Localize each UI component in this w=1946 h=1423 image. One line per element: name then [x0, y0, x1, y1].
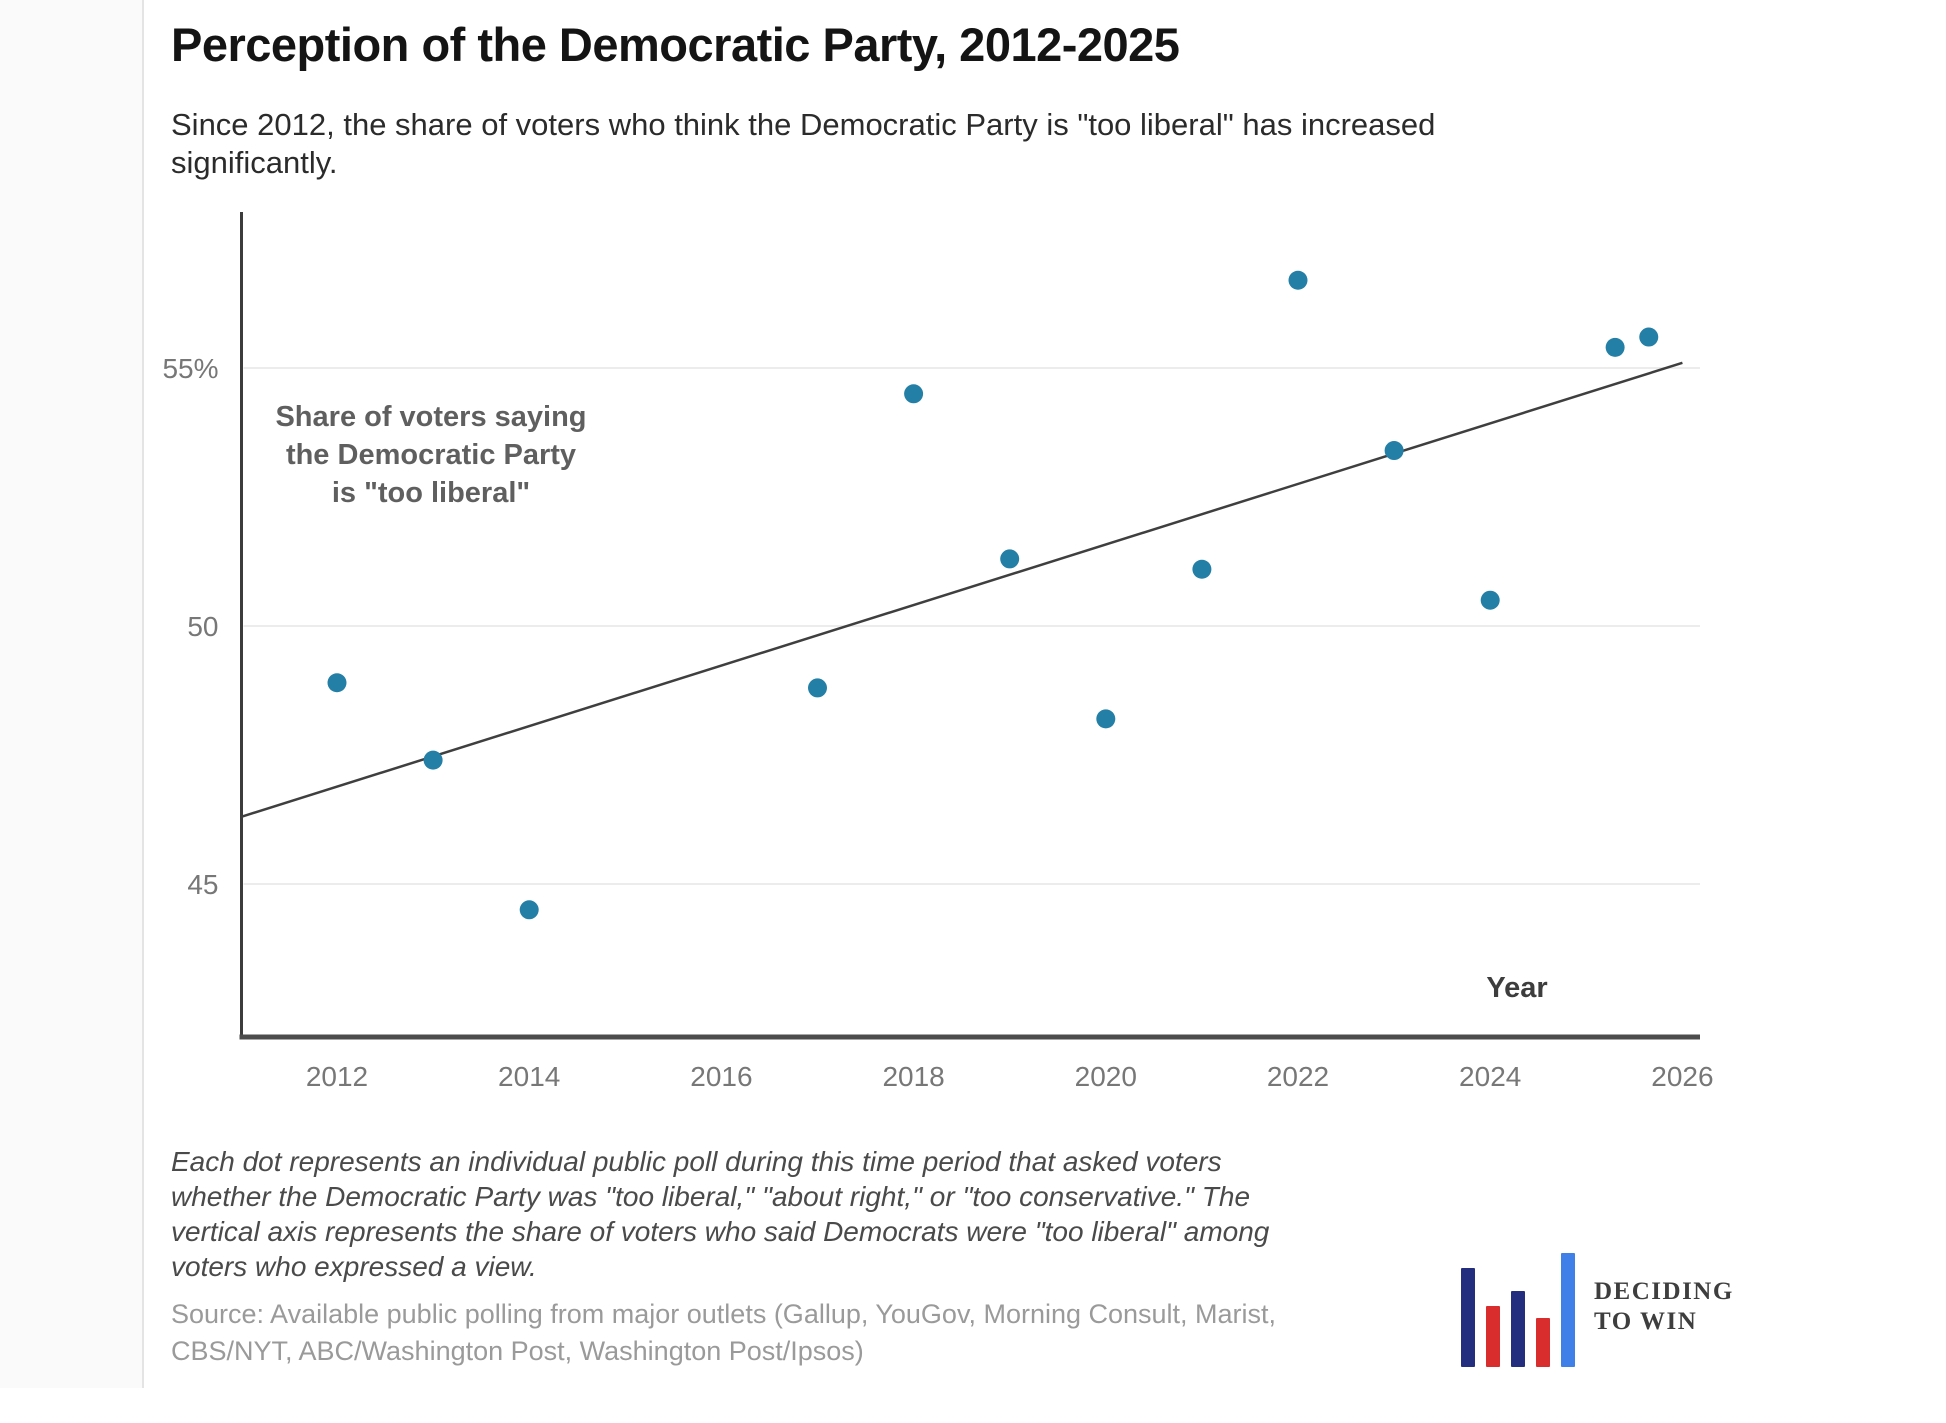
data-point	[423, 750, 443, 770]
x-tick-label: 2022	[1267, 1061, 1329, 1092]
logo-text-line1: DECIDING	[1594, 1278, 1734, 1305]
data-point	[519, 900, 539, 920]
y-tick-label: 55%	[162, 353, 218, 384]
page-left-margin	[0, 0, 142, 1388]
data-point	[1192, 559, 1212, 579]
x-tick-label: 2016	[690, 1061, 752, 1092]
data-point	[1096, 709, 1116, 729]
logo-bar	[1461, 1268, 1475, 1367]
x-tick-label: 2018	[882, 1061, 944, 1092]
chart-title: Perception of the Democratic Party, 2012…	[171, 18, 1180, 71]
data-point	[1480, 590, 1500, 610]
x-tick-label: 2024	[1459, 1061, 1521, 1092]
card-left-border	[142, 0, 144, 1388]
data-point	[1639, 327, 1659, 347]
footnote: Each dot represents an individual public…	[171, 1146, 1270, 1282]
data-point	[327, 673, 347, 693]
data-point	[1288, 270, 1308, 290]
logo-bars	[1461, 1252, 1575, 1367]
chart-subtitle: Since 2012, the share of voters who thin…	[171, 107, 1436, 180]
data-point	[808, 678, 827, 698]
y-tick-label: 45	[187, 869, 218, 900]
logo-bar	[1511, 1291, 1525, 1367]
source-note: Source: Available public polling from ma…	[171, 1299, 1277, 1366]
x-tick-label: 2020	[1075, 1061, 1137, 1092]
x-tick-label: 2026	[1651, 1061, 1713, 1092]
y-tick-label: 50	[187, 611, 218, 642]
data-point	[1000, 549, 1020, 569]
data-point	[904, 384, 924, 404]
deciding-to-win-logo: DECIDING TO WIN	[1461, 1252, 1734, 1367]
x-tick-label: 2014	[498, 1061, 560, 1092]
logo-bar	[1486, 1306, 1500, 1367]
logo-bar	[1561, 1253, 1575, 1367]
logo-text: DECIDING TO WIN	[1594, 1277, 1734, 1367]
data-point	[1605, 337, 1625, 357]
x-axis-label: Year	[1486, 972, 1548, 1004]
logo-text-line2: TO WIN	[1594, 1308, 1698, 1335]
logo-bar	[1536, 1318, 1550, 1367]
x-tick-label: 2012	[306, 1061, 368, 1092]
data-point	[1384, 441, 1404, 461]
series-annotation: Share of voters saying the Democratic Pa…	[275, 401, 587, 509]
trend-line	[240, 361, 1683, 819]
